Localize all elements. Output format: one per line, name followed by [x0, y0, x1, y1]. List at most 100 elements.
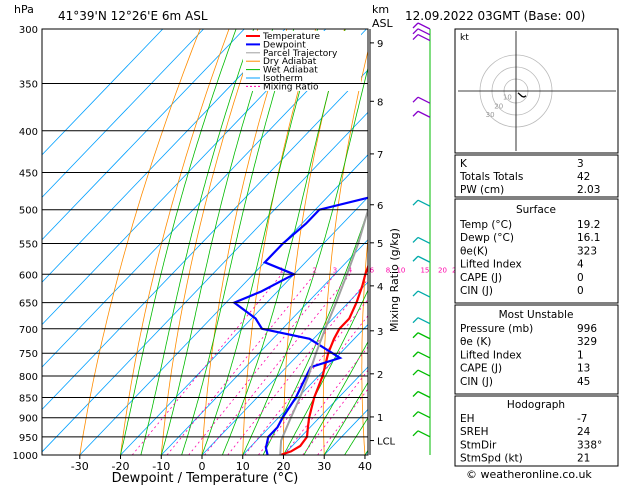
- pressure-tick-label: 650: [19, 299, 38, 310]
- wind-barb-flag: [412, 411, 419, 418]
- stat-label: Totals Totals: [459, 171, 523, 183]
- isotherm-line: [42, 29, 327, 326]
- pressure-tick-label: 300: [19, 25, 38, 36]
- x-tick-label: -20: [112, 460, 130, 473]
- dry-adiabat-line: [283, 29, 345, 455]
- km-label: km: [372, 3, 389, 16]
- dewpoint-profile: [232, 196, 368, 455]
- surface-row-value: 19.2: [577, 219, 600, 231]
- stat-value: 3: [577, 158, 584, 170]
- wind-barb-flag: [412, 199, 419, 206]
- surface-row-label: Dewp (°C): [460, 232, 514, 244]
- km-tick-label: 4: [377, 282, 383, 293]
- legend-entry: Dewpoint: [263, 40, 306, 50]
- x-tick-label: 10: [236, 460, 250, 473]
- surface-row-value: 0: [577, 272, 584, 284]
- hodograph-path: [517, 92, 527, 98]
- wind-barb-flag: [412, 391, 419, 397]
- x-tick-label: -10: [152, 460, 170, 473]
- wind-barb-flag: [412, 110, 419, 117]
- wind-barb: [417, 22, 431, 30]
- hodograph-row-label: StmDir: [460, 439, 497, 451]
- km-tick-label: 3: [377, 327, 383, 338]
- isotherm-line: [242, 323, 368, 455]
- wind-barb-flag: [412, 34, 419, 41]
- surface-box: [454, 198, 619, 304]
- hodograph-ring-label: 10: [503, 94, 512, 102]
- datetime-title: 12.09.2022 03GMT (Base: 00): [405, 9, 585, 23]
- stat-value: 2.03: [577, 184, 600, 196]
- surface-row-label: Temp (°C): [459, 219, 512, 231]
- surface-row-label: CAPE (J): [460, 272, 502, 284]
- stat-label: PW (cm): [460, 184, 504, 196]
- legend-entry: Wet Adiabat: [263, 66, 318, 76]
- pressure-tick-label: 400: [19, 127, 38, 138]
- wind-barb-flag: [412, 351, 419, 358]
- km-axis: 9 8 7 6 5 4 3 2 1 LCL: [369, 29, 396, 455]
- pressure-tick-label: 600: [19, 270, 38, 281]
- legend-entry: Dry Adiabat: [263, 57, 317, 67]
- wind-barbs: [412, 22, 431, 455]
- pressure-tick-label: 800: [19, 372, 38, 383]
- isotherm-line: [42, 69, 368, 411]
- temperature-axis: -30 -20 -10 0 10 20 30 40: [71, 455, 372, 473]
- stat-label: K: [460, 158, 468, 170]
- mixing-ratio-line: [166, 274, 315, 455]
- surface-row-label: Lifted Index: [460, 259, 522, 271]
- wet-adiabat-line: [160, 29, 274, 455]
- wind-barb-flag: [412, 332, 419, 339]
- mixing-ratio-line: [317, 388, 368, 455]
- surface-row-label: CIN (J): [460, 285, 493, 297]
- isotherm-line: [42, 29, 164, 156]
- wind-barb-flag: [412, 96, 419, 103]
- mixing-ratio-label: 3: [333, 266, 337, 274]
- wind-barb: [417, 369, 431, 377]
- wet-adiabat-line: [201, 29, 318, 455]
- most-unstable-box: [454, 304, 619, 395]
- km-tick-label: 5: [377, 239, 383, 250]
- isotherm-line: [201, 281, 368, 455]
- mixing-ratio-label: 4: [348, 266, 353, 274]
- most-unstable-row-label: θe (K): [460, 336, 491, 348]
- pressure-tick-label: 1000: [13, 451, 38, 462]
- isotherm-line: [161, 239, 368, 455]
- wind-barb: [417, 290, 431, 298]
- isotherm-line: [120, 196, 368, 455]
- km-tick-label: 7: [377, 150, 383, 161]
- legend-entry: Parcel Trajectory: [263, 49, 338, 59]
- km-tick-label: 2: [377, 370, 383, 381]
- x-tick-label: 30: [317, 460, 331, 473]
- km-tick-label: 9: [377, 39, 383, 50]
- mixing-ratio-label: 15: [420, 266, 429, 274]
- temperature-profile: [279, 263, 368, 455]
- x-axis-title: Dewpoint / Temperature (°C): [112, 471, 299, 486]
- wind-barb-flag: [412, 28, 419, 35]
- hodograph-unit-label: kt: [460, 33, 469, 43]
- most-unstable-row-value: 329: [577, 336, 597, 348]
- most-unstable-row-label: CIN (J): [460, 376, 493, 388]
- mixing-ratio-label: 8: [386, 266, 390, 274]
- pressure-tick-label: 700: [19, 325, 38, 336]
- dry-adiabat-line: [120, 29, 230, 455]
- indices-panel: K 3 Totals Totals 42 PW (cm) 2.03 Surface Temp …: [454, 154, 619, 467]
- x-tick-label: 0: [199, 460, 206, 473]
- km-tick-label: LCL: [377, 437, 396, 448]
- hpa-label: hPa: [14, 3, 34, 16]
- surface-row-value: 4: [577, 259, 584, 271]
- legend-entry: Isotherm: [263, 74, 303, 84]
- surface-title: Surface: [516, 204, 556, 216]
- stat-value: 42: [577, 171, 590, 183]
- wind-barb: [417, 110, 431, 118]
- mixing-ratio-label: 6: [370, 266, 375, 274]
- hodograph-row-value: 21: [577, 453, 590, 465]
- isotherm-line: [283, 366, 368, 455]
- stats-box: [454, 154, 619, 198]
- pressure-tick-label: 350: [19, 80, 38, 91]
- hodograph-row-value: -7: [577, 413, 587, 425]
- wind-barb: [417, 255, 431, 263]
- legend-box: [243, 31, 361, 91]
- credit-text: © weatheronline.co.uk: [466, 468, 592, 481]
- wind-barb-flag: [412, 430, 419, 437]
